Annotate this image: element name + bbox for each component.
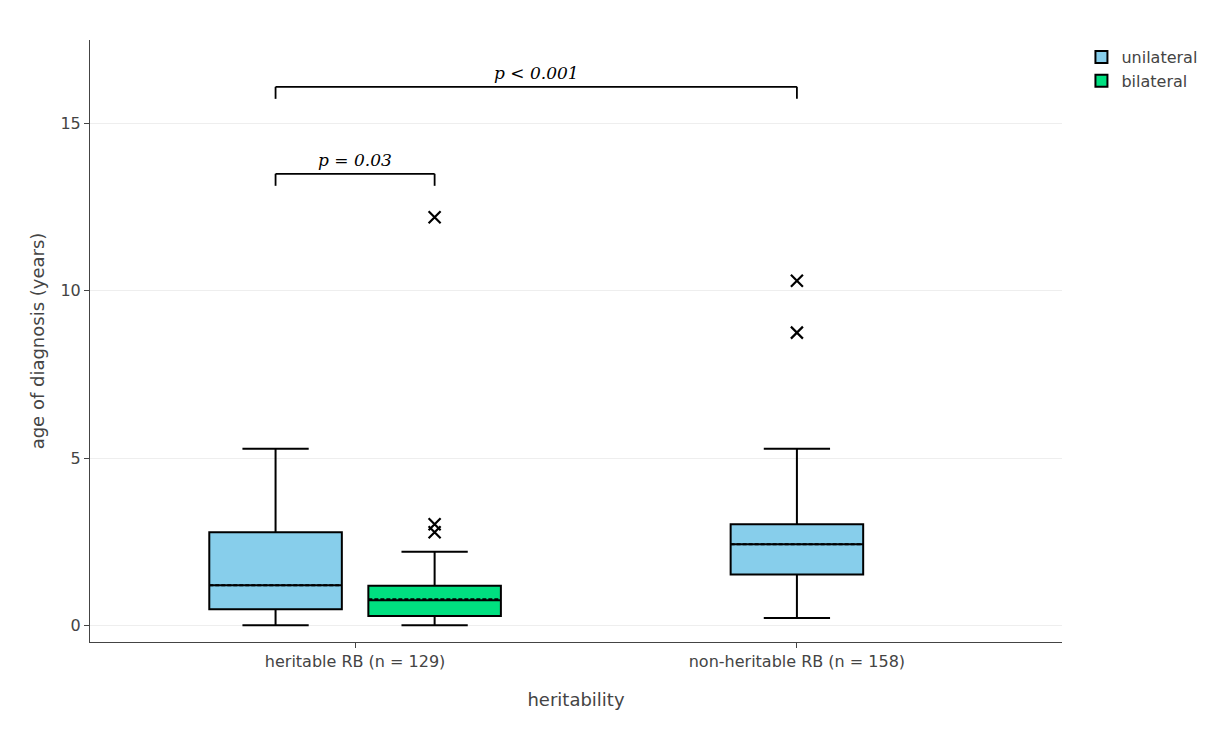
svg-text:bilateral: bilateral	[1121, 72, 1187, 91]
svg-text:unilateral: unilateral	[1121, 48, 1197, 67]
svg-text:non-heritable RB (n = 158): non-heritable RB (n = 158)	[689, 652, 905, 671]
svg-text:p = 0.03: p = 0.03	[318, 150, 392, 170]
svg-text:10: 10	[60, 281, 80, 300]
svg-text:heritable RB (n = 129): heritable RB (n = 129)	[265, 652, 446, 671]
svg-text:5: 5	[71, 449, 81, 468]
svg-text:p < 0.001: p < 0.001	[494, 63, 579, 83]
svg-text:0: 0	[71, 616, 81, 635]
svg-text:heritability: heritability	[527, 689, 624, 710]
svg-text:age of diagnosis (years): age of diagnosis (years)	[27, 233, 48, 450]
svg-text:15: 15	[60, 114, 80, 133]
